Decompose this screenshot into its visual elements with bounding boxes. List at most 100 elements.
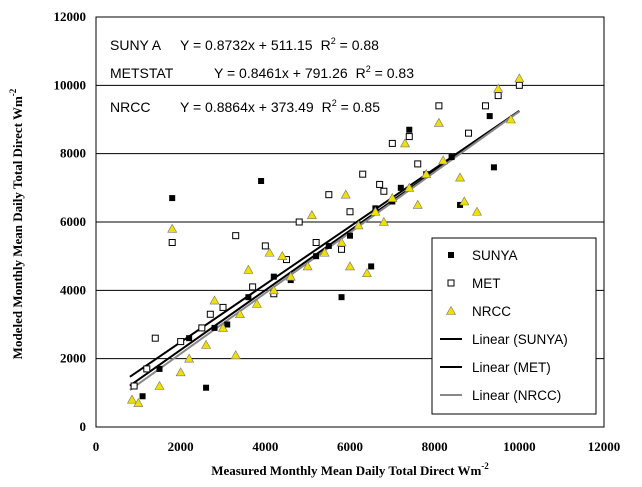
met-point xyxy=(232,232,240,240)
nrcc-point xyxy=(412,199,423,209)
met-point xyxy=(206,310,214,318)
nrcc-point xyxy=(319,247,330,257)
sunya-point xyxy=(448,154,455,161)
legend-marker-swatch xyxy=(445,305,457,315)
legend-item: NRCC xyxy=(445,304,511,319)
nrcc-point xyxy=(230,350,241,360)
nrcc-point xyxy=(154,380,165,390)
nrcc-point xyxy=(133,397,144,407)
legend-marker-swatch xyxy=(448,252,454,258)
sunya-point xyxy=(368,263,375,270)
nrcc-point xyxy=(264,247,275,257)
x-tick-label: 0 xyxy=(93,439,100,454)
legend-item: Linear (MET) xyxy=(440,360,551,375)
sunya-point xyxy=(338,294,345,301)
met-point xyxy=(435,102,443,110)
legend-label: SUNYA xyxy=(472,248,518,263)
y-tick-label: 6000 xyxy=(60,214,86,229)
legend-box xyxy=(431,237,597,415)
nrcc-point xyxy=(455,172,466,182)
x-tick-labels: 0 2000 4000 6000 8000 10000 12000 xyxy=(93,439,621,454)
nrcc-point xyxy=(438,155,449,165)
x-tick-label: 6000 xyxy=(337,439,363,454)
nrcc-point xyxy=(268,285,279,295)
met-point xyxy=(151,334,159,342)
nrcc-point xyxy=(243,264,254,274)
nrcc-point xyxy=(353,220,364,230)
x-tick-label: 2000 xyxy=(168,439,194,454)
met-point xyxy=(198,324,206,332)
nrcc-point xyxy=(234,309,245,319)
y-tick-label: 4000 xyxy=(60,282,86,297)
nrcc-point xyxy=(459,196,470,206)
nrcc-point xyxy=(285,271,296,281)
nrcc-point xyxy=(514,73,525,83)
sunya-point xyxy=(156,365,163,372)
nrcc-point xyxy=(387,192,398,202)
data-points xyxy=(126,73,525,407)
nrcc-point xyxy=(471,206,483,216)
sunya-point xyxy=(169,195,176,202)
met-point xyxy=(481,102,489,110)
sunya-point xyxy=(258,178,265,184)
legend-item: Linear (NRCC) xyxy=(440,388,561,403)
y-tick-labels: 0 2000 4000 6000 8000 10000 12000 xyxy=(54,9,87,434)
sunya-point xyxy=(224,321,231,328)
y-tick-label: 8000 xyxy=(60,146,86,161)
nrcc-point xyxy=(400,138,411,148)
nrcc-point xyxy=(201,339,212,349)
regression-equation: NRCC Y = 0.8864x + 373.49 R2 = 0.85 xyxy=(110,98,380,115)
x-axis-title: Measured Monthly Mean Daily Total Direct… xyxy=(211,461,489,478)
nrcc-point xyxy=(493,83,504,93)
legend-label: Linear (SUNYA) xyxy=(472,332,568,347)
nrcc-point xyxy=(306,210,317,219)
sunya-point xyxy=(325,242,332,249)
nrcc-point xyxy=(336,237,347,247)
nrcc-point xyxy=(126,394,137,404)
met-point xyxy=(515,81,523,89)
met-point xyxy=(219,303,227,311)
met-point xyxy=(177,338,185,346)
met-point xyxy=(414,160,422,168)
nrcc-point xyxy=(378,216,389,226)
nrcc-point xyxy=(175,367,186,377)
met-point xyxy=(346,208,354,216)
nrcc-point xyxy=(217,322,229,332)
sunya-point xyxy=(211,324,218,331)
nrcc-point xyxy=(361,268,372,278)
legend-label: MET xyxy=(472,276,501,291)
sunya-point xyxy=(313,253,320,260)
legend-item: Linear (SUNYA) xyxy=(440,332,568,347)
met-point xyxy=(380,187,388,195)
met-point xyxy=(325,191,333,199)
sunya-point xyxy=(270,273,277,280)
sunya-point xyxy=(245,294,252,301)
nrcc-point xyxy=(370,206,381,216)
met-point xyxy=(405,133,413,141)
x-tick-label: 8000 xyxy=(422,439,448,454)
legend-item: SUNYA xyxy=(448,248,518,263)
sunya-point xyxy=(490,164,497,171)
met-point xyxy=(143,365,151,373)
sunya-point xyxy=(347,232,353,239)
legend-label: NRCC xyxy=(472,304,511,319)
nrcc-point xyxy=(433,117,444,127)
regression-equation: METSTAT Y = 0.8461x + 791.26 R2 = 0.83 xyxy=(110,64,414,81)
nrcc-point xyxy=(184,353,195,363)
x-tick-label: 12000 xyxy=(588,439,621,454)
y-tick-label: 0 xyxy=(80,419,87,434)
sunya-point xyxy=(139,393,146,400)
x-tick-label: 10000 xyxy=(503,439,536,454)
nrcc-point xyxy=(404,182,415,192)
y-axis-title: Modeled Monthly Mean Daily Total Direct … xyxy=(8,88,25,359)
met-point xyxy=(249,283,257,291)
sunya-point xyxy=(486,113,493,120)
nrcc-point xyxy=(167,223,178,233)
met-point xyxy=(359,170,367,178)
sunya-point xyxy=(186,335,193,342)
nrcc-point xyxy=(505,114,516,124)
met-point xyxy=(388,139,396,147)
nrcc-point xyxy=(421,169,432,178)
y-tick-label: 12000 xyxy=(54,9,87,24)
